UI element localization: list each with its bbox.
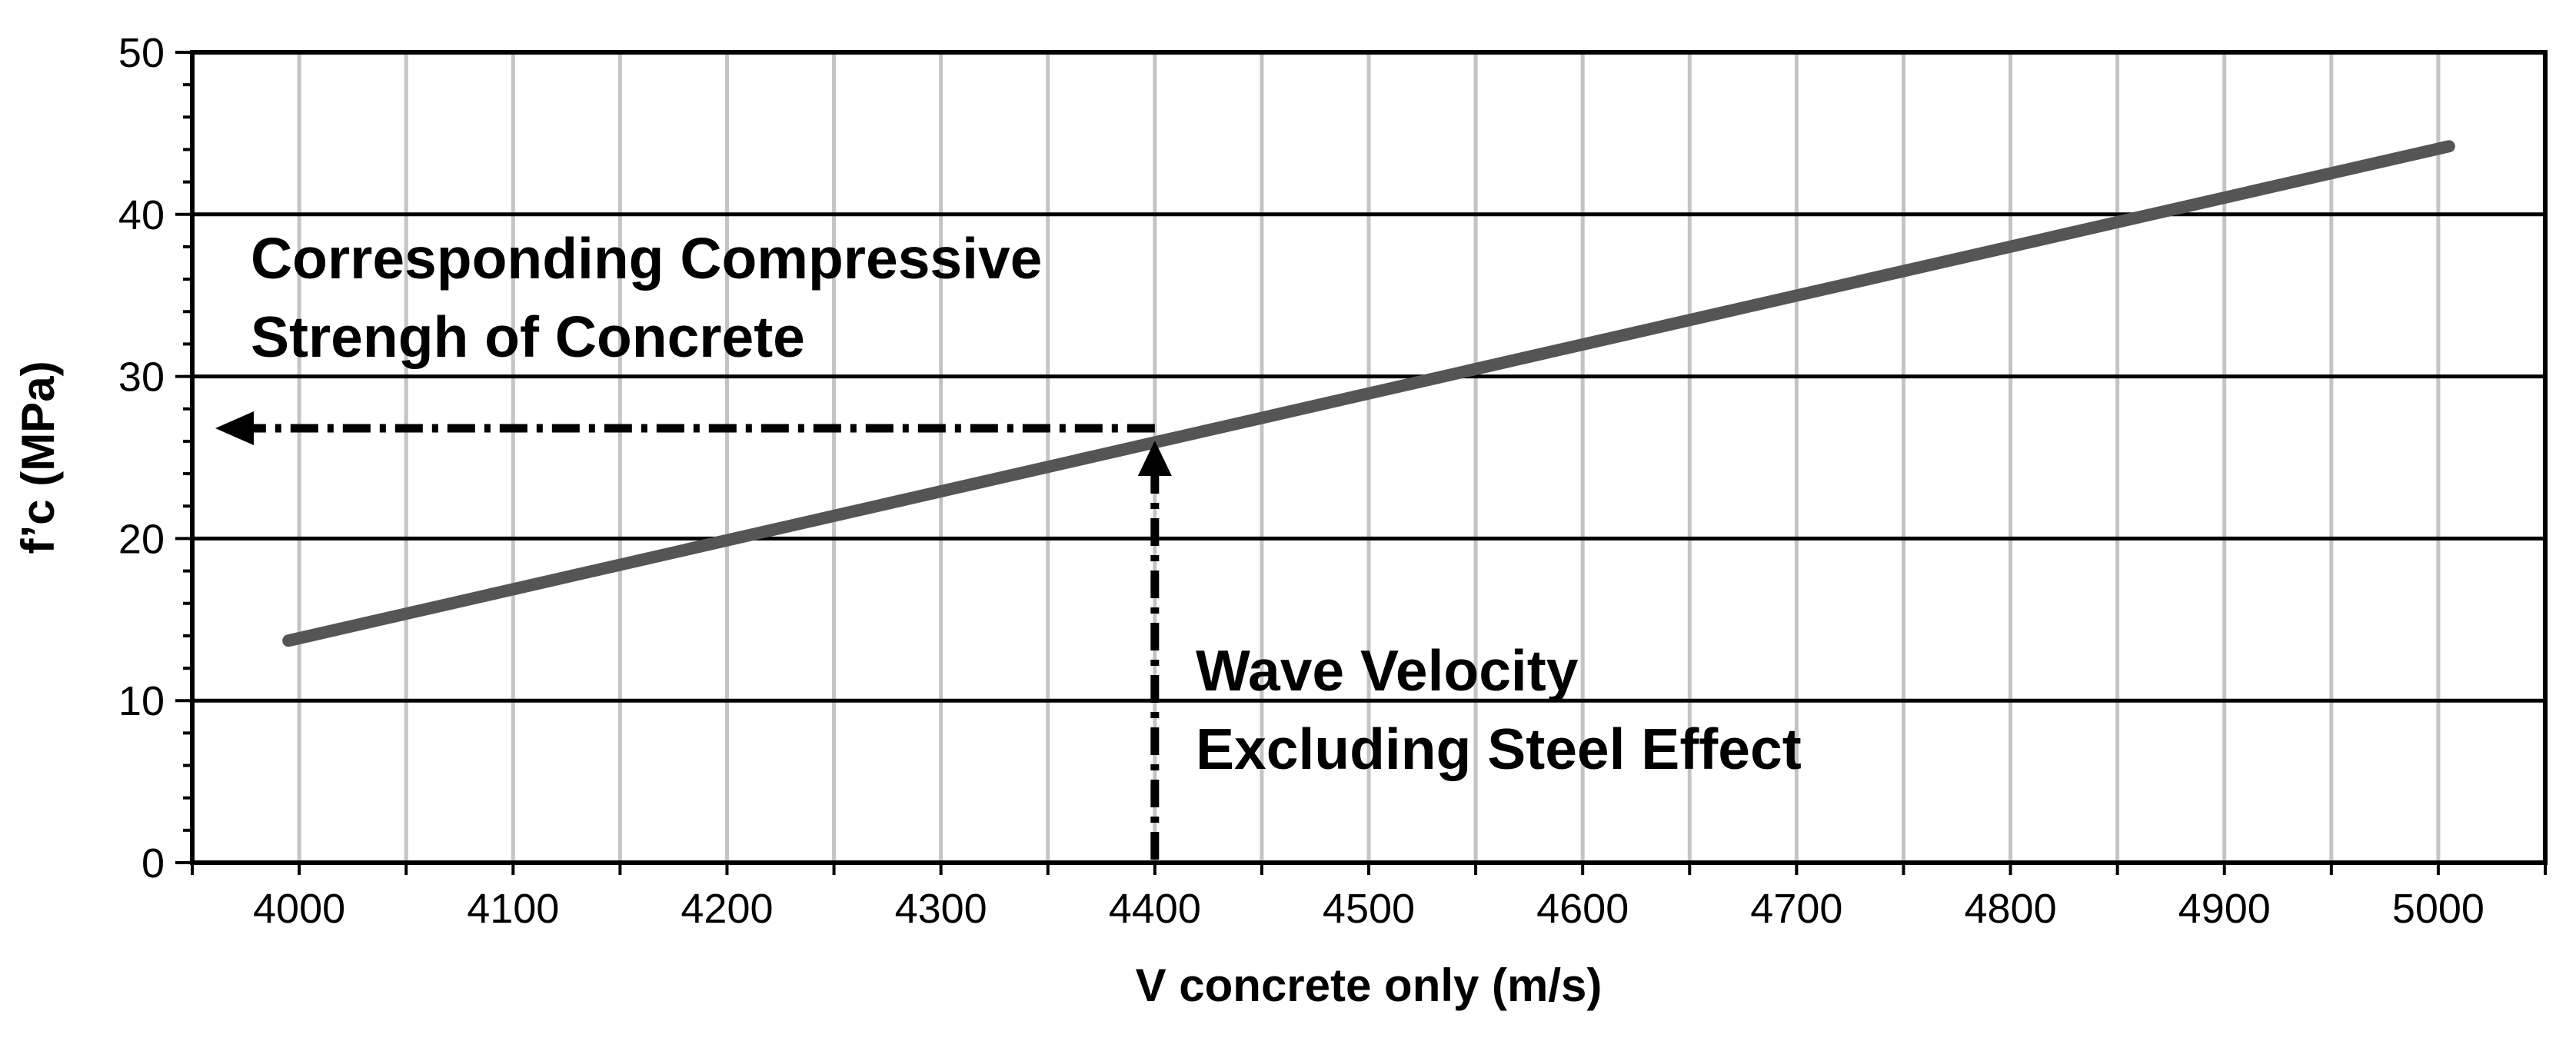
x-tick-label-4200: 4200 [681, 886, 773, 932]
axis-ticks: 0 10 20 30 40 50 4000 4100 4200 4300 4400 4500 4600 4… [118, 30, 2547, 932]
x-tick-label-4700: 4700 [1750, 886, 1842, 932]
strength-arrowhead [215, 411, 254, 446]
x-tick-label-4500: 4500 [1323, 886, 1415, 932]
y-tick-label-40: 40 [118, 192, 165, 238]
x-tick-label-4900: 4900 [2178, 886, 2271, 932]
vertical-gridlines [297, 52, 2441, 863]
x-axis-title: V concrete only (m/s) [1136, 960, 1603, 1011]
y-axis-title: f’c (MPa) [12, 361, 64, 554]
x-tick-label-4100: 4100 [467, 886, 559, 932]
velocity-arrowhead [1137, 441, 1172, 477]
y-tick-label-10: 10 [118, 678, 165, 724]
y-tick-label-50: 50 [118, 30, 165, 76]
x-tick-label-4300: 4300 [895, 886, 987, 932]
velocity-annotation-line-1: Wave Velocity [1196, 638, 1579, 703]
velocity-annotation-line-2: Excluding Steel Effect [1196, 717, 1802, 781]
x-tick-label-4600: 4600 [1536, 886, 1629, 932]
x-tick-label-4400: 4400 [1109, 886, 1201, 932]
x-tick-label-5000: 5000 [2392, 886, 2484, 932]
x-tick-label-4800: 4800 [1964, 886, 2056, 932]
y-tick-label-0: 0 [141, 840, 165, 887]
series-layer [282, 140, 2455, 647]
strength-annotation-line-1: Corresponding Compressive [251, 226, 1042, 291]
y-tick-label-20: 20 [118, 516, 165, 562]
x-tick-label-4000: 4000 [253, 886, 345, 932]
strength-annotation-line-2: Strengh of Concrete [251, 304, 805, 369]
guide-arrows [215, 411, 1172, 860]
y-tick-label-30: 30 [118, 354, 165, 401]
series-line-0 [282, 140, 2455, 647]
